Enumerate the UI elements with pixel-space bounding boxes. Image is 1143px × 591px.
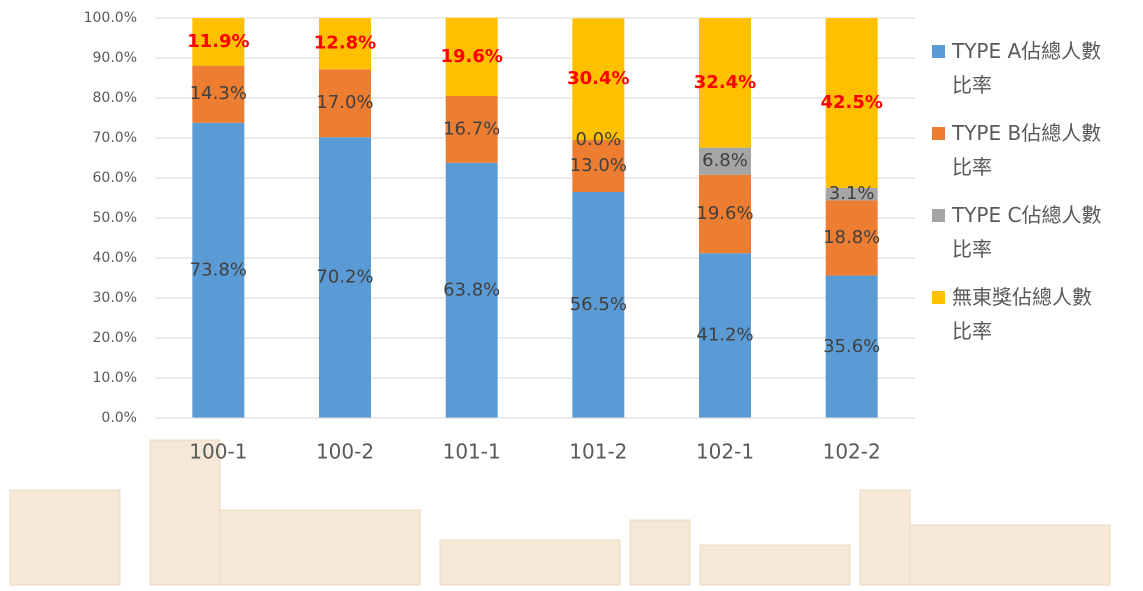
y-tick-label: 80.0% <box>93 90 137 106</box>
legend-swatch <box>932 209 945 222</box>
data-label: 13.0% <box>570 155 627 176</box>
x-tick-label: 101-1 <box>443 440 501 464</box>
y-tick-label: 40.0% <box>93 250 137 266</box>
legend-label: TYPE C佔總人數 比率 <box>952 203 1101 261</box>
data-label: 35.6% <box>823 336 880 357</box>
y-tick-label: 90.0% <box>93 50 137 66</box>
legend-swatch <box>932 127 945 140</box>
legend-item: 無東獎佔總人數 比率 <box>930 280 1140 348</box>
data-label: 14.3% <box>190 83 247 104</box>
data-label: 19.6% <box>696 203 753 224</box>
y-tick-label: 100.0% <box>84 10 137 26</box>
y-tick-label: 50.0% <box>93 210 137 226</box>
y-tick-label: 0.0% <box>101 410 137 426</box>
data-label: 3.1% <box>829 183 875 204</box>
data-label: 18.8% <box>823 227 880 248</box>
data-label: 0.0% <box>575 129 621 150</box>
data-label: 11.9% <box>187 31 249 52</box>
y-tick-label: 10.0% <box>93 370 137 386</box>
x-tick-label: 100-1 <box>189 440 247 464</box>
y-tick-label: 20.0% <box>93 330 137 346</box>
data-label: 12.8% <box>314 33 376 54</box>
legend-label: TYPE B佔總人數 比率 <box>952 121 1101 179</box>
data-label: 17.0% <box>316 92 373 113</box>
data-label: 41.2% <box>696 325 753 346</box>
legend: TYPE A佔總人數 比率 TYPE B佔總人數 比率 TYPE C佔總人數 比率無… <box>930 34 1140 362</box>
y-tick-label: 60.0% <box>93 170 137 186</box>
legend-item: TYPE C佔總人數 比率 <box>930 198 1140 266</box>
background-illustration <box>10 440 1110 585</box>
data-label: 16.7% <box>443 118 500 139</box>
legend-swatch <box>932 291 945 304</box>
legend-item: TYPE B佔總人數 比率 <box>930 116 1140 184</box>
y-tick-label: 70.0% <box>93 130 137 146</box>
data-label: 70.2% <box>316 267 373 288</box>
data-label: 6.8% <box>702 150 748 171</box>
data-label: 63.8% <box>443 279 500 300</box>
x-tick-label: 101-2 <box>569 440 627 464</box>
page: {"chart_data": {"type": "stacked_bar", "… <box>0 0 1143 591</box>
legend-label: TYPE A佔總人數 比率 <box>952 39 1101 97</box>
legend-item: TYPE A佔總人數 比率 <box>930 34 1140 102</box>
data-label: 32.4% <box>694 72 756 93</box>
data-label: 73.8% <box>190 259 247 280</box>
x-tick-label: 102-2 <box>823 440 881 464</box>
data-label: 19.6% <box>440 46 502 67</box>
legend-swatch <box>932 45 945 58</box>
x-tick-label: 102-1 <box>696 440 754 464</box>
data-label: 56.5% <box>570 294 627 315</box>
y-tick-label: 30.0% <box>93 290 137 306</box>
data-label: 42.5% <box>820 92 882 113</box>
x-tick-label: 100-2 <box>316 440 374 464</box>
data-label: 30.4% <box>567 68 629 89</box>
legend-label: 無東獎佔總人數 比率 <box>952 285 1092 343</box>
